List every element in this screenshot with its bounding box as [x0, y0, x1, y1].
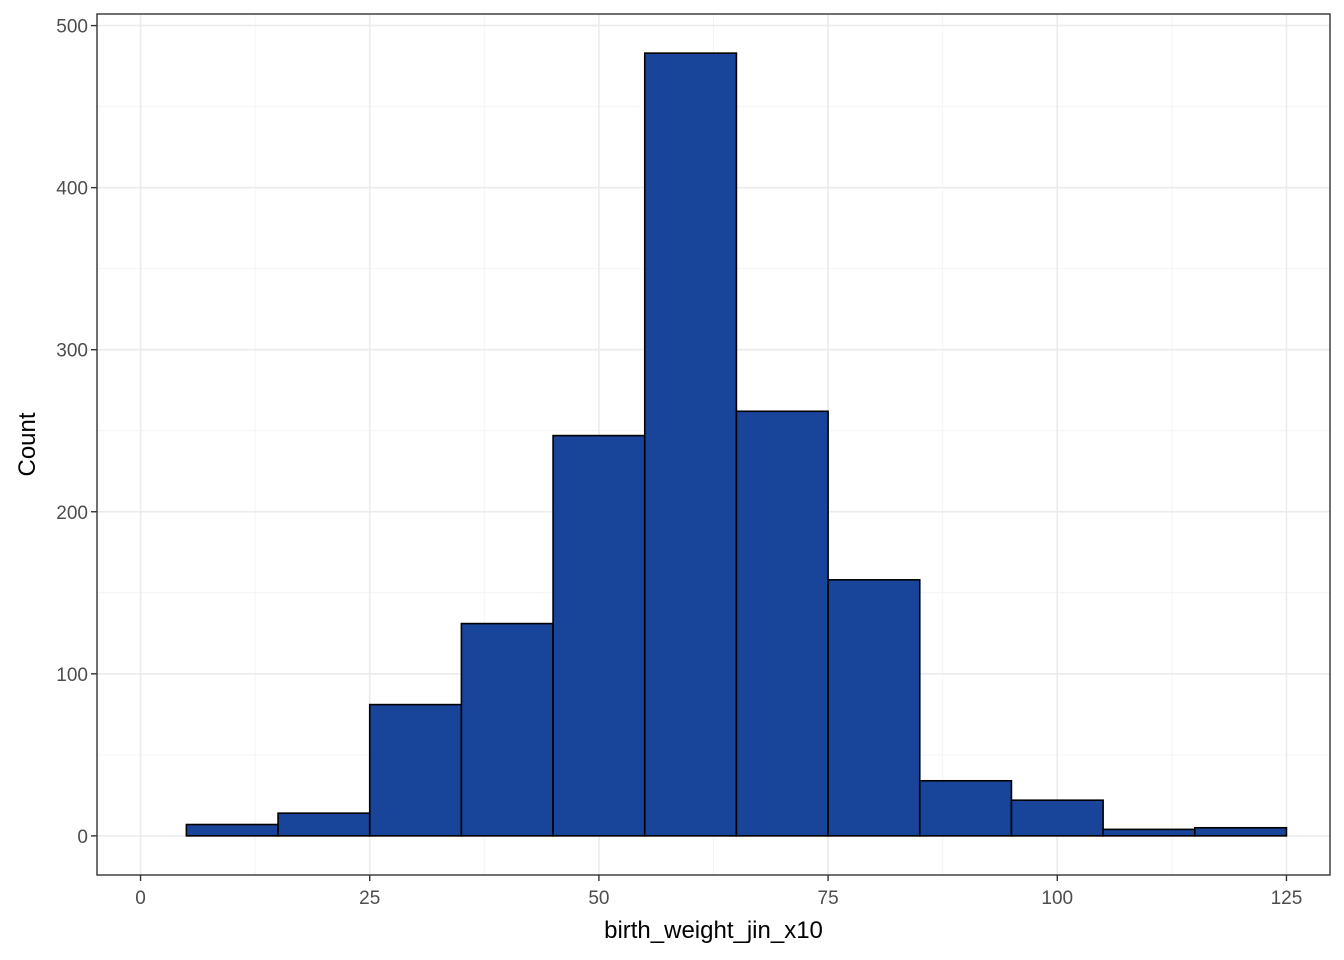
histogram-bar [460, 622, 554, 837]
histogram-bars [185, 52, 1288, 837]
panel-border [96, 13, 1331, 876]
y-axis-title: Count [14, 412, 41, 476]
y-tick-label: 0 [77, 827, 88, 848]
histogram-bar [827, 579, 921, 837]
y-tick-label: 200 [56, 503, 88, 524]
x-tick-label: 50 [588, 888, 609, 909]
histogram-bar [552, 434, 646, 837]
axis-ticks: 0 25 50 75 100 125 0 100 200 300 400 500 [56, 17, 1302, 909]
x-tick-label: 25 [359, 888, 380, 909]
histogram-bar [735, 410, 829, 837]
histogram-bar [1010, 799, 1104, 837]
histogram-bar [918, 779, 1013, 837]
histogram-bar [368, 703, 463, 837]
y-tick-label: 100 [56, 665, 88, 686]
x-axis-title: birth_weight_jin_x10 [604, 917, 823, 944]
y-tick-label: 300 [56, 341, 88, 362]
histogram-bar [185, 823, 279, 837]
histogram-bar [1193, 826, 1288, 837]
x-tick-label: 75 [818, 888, 839, 909]
x-tick-label: 100 [1041, 888, 1073, 909]
y-tick-label: 400 [56, 179, 88, 200]
histogram-bar [643, 52, 738, 837]
x-tick-label: 0 [135, 888, 146, 909]
histogram-bar [277, 812, 371, 837]
x-tick-label: 125 [1271, 888, 1303, 909]
y-tick-label: 500 [56, 17, 88, 38]
histogram-bar [1102, 828, 1196, 837]
